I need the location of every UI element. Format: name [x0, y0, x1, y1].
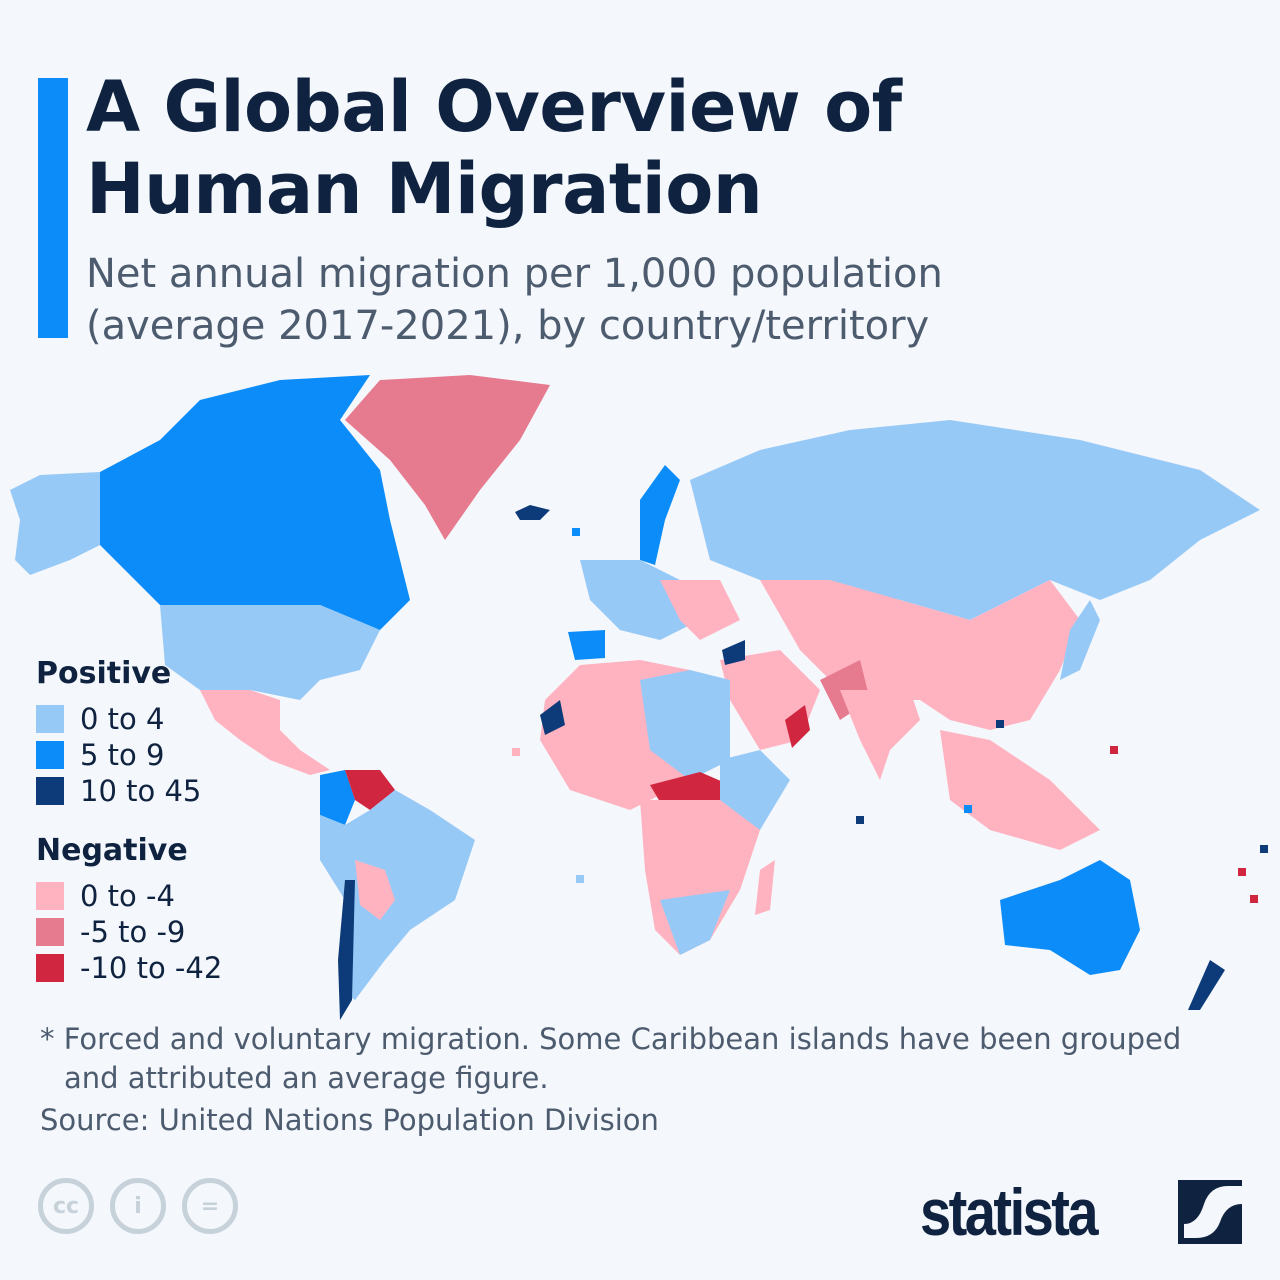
region-brazil-andes	[320, 790, 475, 1000]
brand-wordmark: statista	[920, 1175, 1099, 1249]
region-colombia	[320, 770, 355, 825]
region-greenland	[345, 375, 550, 540]
region-bolivia-argentina-neg	[355, 860, 395, 920]
region-east-africa	[720, 750, 790, 830]
legend-swatch	[36, 741, 64, 769]
statista-logo[interactable]: statista	[920, 1174, 1242, 1250]
title-line-1: A Global Overview of	[86, 66, 902, 148]
region-japan	[1060, 600, 1100, 680]
page-title: A Global Overview of Human Migration	[86, 66, 902, 230]
legend-swatch	[36, 954, 64, 982]
region-iceland	[515, 505, 550, 520]
legend-item: 0 to -4	[36, 878, 222, 914]
legend-label: 0 to -4	[80, 879, 175, 913]
region-madagascar	[755, 860, 775, 915]
legend-negative-title: Negative	[36, 833, 188, 868]
region-sahel-positive	[640, 670, 730, 780]
legend-swatch	[36, 918, 64, 946]
legend-label: 10 to 45	[80, 774, 202, 808]
legend-label: -5 to -9	[80, 915, 186, 949]
region-central-africa	[650, 772, 730, 802]
island-marker	[964, 805, 972, 813]
footnote-line-1: * Forced and voluntary migration. Some C…	[40, 1022, 1182, 1056]
legend-label: -10 to -42	[80, 951, 223, 985]
region-india	[840, 690, 920, 780]
region-chile	[338, 880, 355, 1020]
island-marker	[1110, 746, 1118, 754]
region-mexico-central-america	[200, 690, 330, 775]
island-marker	[572, 528, 580, 536]
legend-item: 5 to 9	[36, 737, 222, 773]
region-spain	[568, 630, 605, 660]
legend-swatch	[36, 705, 64, 733]
region-southeast-asia	[940, 730, 1100, 850]
region-russia	[690, 420, 1260, 620]
region-usa	[160, 605, 380, 700]
island-marker	[996, 720, 1004, 728]
legend-label: 5 to 9	[80, 738, 165, 772]
attribution-icon[interactable]: i	[110, 1178, 166, 1234]
source-text: Source: United Nations Population Divisi…	[40, 1103, 659, 1137]
legend-item: -10 to -42	[36, 950, 222, 986]
license-icons: cc i =	[38, 1178, 238, 1234]
subtitle-line-1: Net annual migration per 1,000 populatio…	[86, 251, 943, 297]
legend-item: -5 to -9	[36, 914, 222, 950]
region-canada	[100, 375, 410, 630]
legend-item: 0 to 4	[36, 701, 222, 737]
region-syria	[722, 640, 745, 665]
title-line-2: Human Migration	[86, 148, 763, 230]
subtitle-line-2: (average 2017-2021), by country/territor…	[86, 303, 930, 349]
region-australia	[1000, 860, 1140, 975]
no-derivatives-icon[interactable]: =	[182, 1178, 238, 1234]
region-central-asia-china	[760, 580, 1080, 730]
statista-logo-icon	[1178, 1180, 1242, 1244]
accent-bar	[38, 78, 68, 338]
legend-item: 10 to 45	[36, 773, 222, 809]
region-alaska	[10, 472, 100, 575]
region-oman	[785, 705, 810, 748]
island-marker	[576, 875, 584, 883]
region-new-zealand	[1188, 960, 1225, 1010]
footnote: * Forced and voluntary migration. Some C…	[40, 1020, 1240, 1098]
subtitle: Net annual migration per 1,000 populatio…	[86, 248, 943, 352]
island-marker	[1260, 845, 1268, 853]
footnote-line-2: and attributed an average figure.	[64, 1061, 549, 1095]
legend-swatch	[36, 882, 64, 910]
island-marker	[856, 816, 864, 824]
region-scandinavia	[640, 465, 680, 565]
island-marker	[512, 748, 520, 756]
legend-positive-title: Positive	[36, 656, 172, 691]
legend-swatch	[36, 777, 64, 805]
island-marker	[1238, 868, 1246, 876]
legend-label: 0 to 4	[80, 702, 165, 736]
world-map	[10, 375, 1268, 1020]
cc-icon[interactable]: cc	[38, 1178, 94, 1234]
region-eastern-europe	[660, 580, 740, 640]
region-south-africa	[660, 890, 730, 955]
map-legend: Positive 0 to 4 5 to 9 10 to 45 Negative…	[36, 656, 222, 986]
region-western-sahara	[540, 700, 565, 735]
island-marker	[1250, 895, 1258, 903]
